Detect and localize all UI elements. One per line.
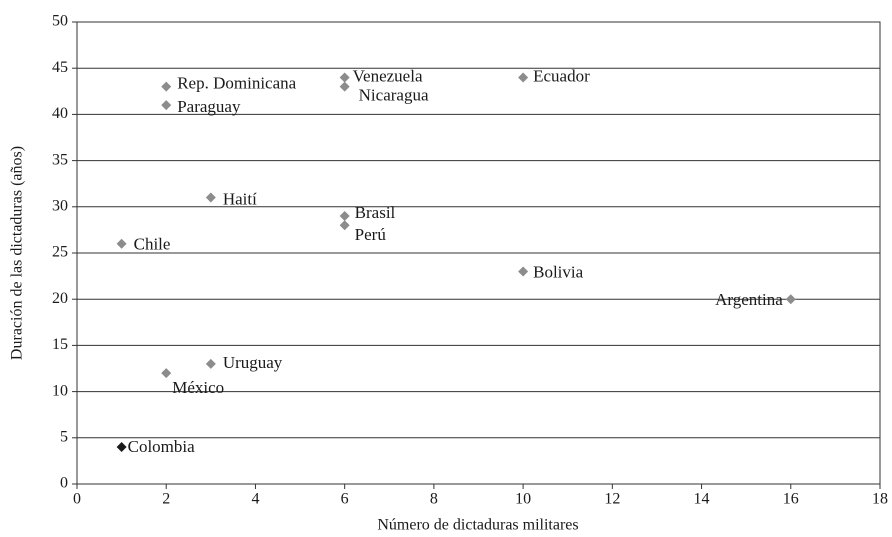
point <box>161 368 172 379</box>
point <box>116 442 127 453</box>
x-axis-label: Número de dictaduras militares <box>377 517 578 534</box>
y-tick-label: 30 <box>52 197 68 214</box>
point-label: Venezuela <box>353 66 423 85</box>
y-tick-label: 25 <box>52 244 68 261</box>
y-tick-label: 0 <box>60 475 68 492</box>
x-tick-label: 0 <box>73 491 81 508</box>
point <box>518 72 529 83</box>
y-axis-label: Duración de las dictaduras (años) <box>9 146 26 360</box>
point-label: Brasil <box>355 203 396 222</box>
point-label: Ecuador <box>533 66 590 85</box>
point-label: Bolivia <box>533 262 584 281</box>
y-tick-label: 15 <box>52 336 68 353</box>
point <box>161 81 172 92</box>
point-label: México <box>172 378 224 397</box>
x-tick-label: 10 <box>515 491 531 508</box>
point-label: Perú <box>355 225 387 244</box>
point <box>205 192 216 203</box>
point-label: Nicaragua <box>359 86 429 105</box>
y-tick-label: 10 <box>52 382 68 399</box>
y-tick-label: 35 <box>52 151 68 168</box>
y-tick-label: 40 <box>52 105 68 122</box>
point <box>339 220 350 231</box>
x-tick-label: 12 <box>604 491 620 508</box>
point <box>339 72 350 83</box>
point <box>518 266 529 277</box>
point-label: Chile <box>134 235 171 254</box>
point-label: Colombia <box>128 437 196 456</box>
x-tick-label: 16 <box>783 491 799 508</box>
point-label: Uruguay <box>223 353 283 372</box>
point <box>116 238 127 249</box>
y-tick-label: 20 <box>52 290 68 307</box>
y-tick-label: 50 <box>52 13 68 30</box>
point-label: Rep. Dominicana <box>177 74 296 93</box>
point-label: Argentina <box>715 290 783 309</box>
plot-frame <box>76 21 881 485</box>
x-tick-label: 8 <box>430 491 438 508</box>
y-tick-label: 45 <box>52 59 68 76</box>
x-tick-label: 2 <box>162 491 170 508</box>
y-tick-label: 5 <box>60 428 68 445</box>
x-tick-label: 18 <box>872 491 888 508</box>
point <box>161 100 172 111</box>
point <box>339 211 350 222</box>
point <box>785 294 796 305</box>
point-label: Haití <box>223 189 257 208</box>
point-label: Paraguay <box>177 97 241 116</box>
point <box>205 358 216 369</box>
x-tick-label: 4 <box>251 491 259 508</box>
point <box>339 81 350 92</box>
x-tick-label: 6 <box>341 491 349 508</box>
x-tick-label: 14 <box>694 491 710 508</box>
